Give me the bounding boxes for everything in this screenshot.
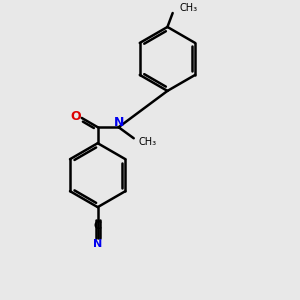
- Text: N: N: [113, 116, 124, 129]
- Text: CH₃: CH₃: [180, 3, 198, 13]
- Text: N: N: [93, 239, 102, 249]
- Text: CH₃: CH₃: [139, 137, 157, 147]
- Text: C: C: [94, 221, 102, 231]
- Text: O: O: [70, 110, 81, 123]
